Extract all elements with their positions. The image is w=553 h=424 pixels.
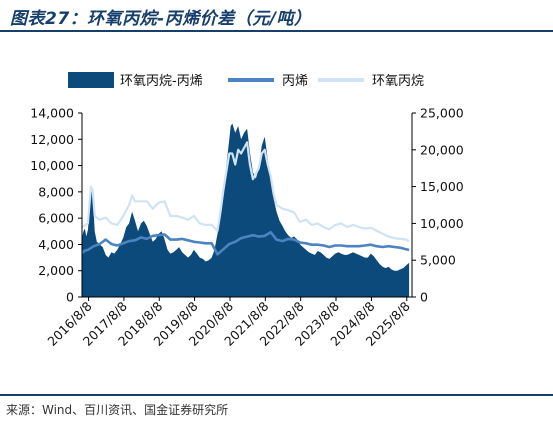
series-line-1 [81,230,410,256]
legend: 环氧丙烷-丙烯 丙烯 环氧丙烷 [68,72,424,89]
y-left-tick-label: 2,000 [38,263,74,278]
y-left-tick-label: 14,000 [30,106,74,121]
y-right-tick-label: 0 [420,290,428,305]
source-note: 来源：Wind、百川资讯、国金证券研究所 [6,403,229,417]
legend-label-spread: 环氧丙烷-丙烯 [120,74,203,89]
y-left-tick-label: 6,000 [38,211,74,226]
series-area-0 [82,123,410,297]
y-right-tick-label: 10,000 [420,216,464,231]
plot-area [81,123,410,297]
y-left-tick-label: 10,000 [30,158,74,173]
chart-svg: 环氧丙烷-丙烯 丙烯 环氧丙烷 0 2,000 4,000 6,000 8,000 10,00… [30,72,464,349]
y-left-tick-label: 4,000 [38,237,74,252]
y-right-tick-label: 15,000 [420,179,464,194]
title-divider [0,30,553,32]
legend-label-propylene: 丙烯 [282,74,308,89]
y-left-tick-label: 0 [66,290,74,305]
y-left-tick-label: 12,000 [30,132,74,147]
series-line-2 [81,141,410,243]
source-divider [0,394,553,396]
y-right-tick-label: 20,000 [420,142,464,157]
legend-label-po: 环氧丙烷 [372,74,424,89]
legend-swatch-spread [68,72,114,88]
y-right-tick-label: 25,000 [420,106,464,121]
y-right-tick-label: 5,000 [420,253,456,268]
y-left-tick-label: 8,000 [38,184,74,199]
figure-title: 图表27：环氧丙烷-丙烯价差（元/吨） [10,9,312,29]
